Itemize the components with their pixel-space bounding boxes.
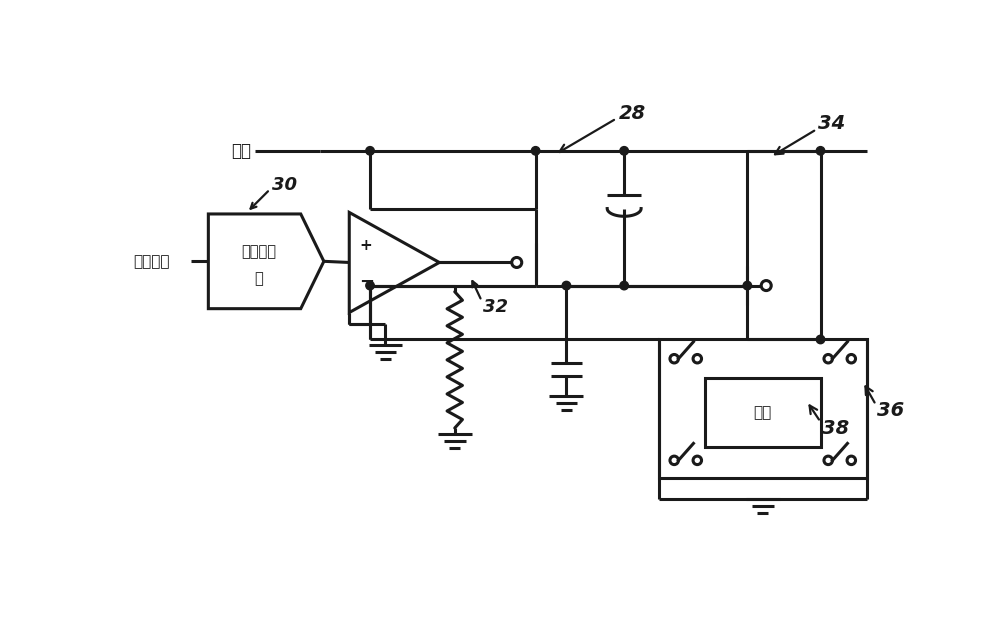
Circle shape xyxy=(743,281,752,290)
Text: +: + xyxy=(359,238,372,253)
Text: 数模转换: 数模转换 xyxy=(241,244,276,259)
Text: 28: 28 xyxy=(619,104,646,123)
Circle shape xyxy=(620,146,628,155)
Text: 30: 30 xyxy=(272,176,297,193)
Circle shape xyxy=(620,281,628,290)
Circle shape xyxy=(562,281,571,290)
Circle shape xyxy=(366,146,374,155)
Text: 音圈: 音圈 xyxy=(754,405,772,420)
Text: 电压: 电压 xyxy=(231,142,251,160)
Text: 器: 器 xyxy=(254,271,263,286)
Circle shape xyxy=(531,146,540,155)
Circle shape xyxy=(816,335,825,344)
Text: 功率波形: 功率波形 xyxy=(134,254,170,269)
Text: 36: 36 xyxy=(877,401,905,420)
Text: 32: 32 xyxy=(483,298,508,316)
Text: 34: 34 xyxy=(818,114,845,133)
Text: −: − xyxy=(359,273,374,291)
Text: 38: 38 xyxy=(822,418,849,438)
Circle shape xyxy=(816,146,825,155)
Circle shape xyxy=(366,281,374,290)
